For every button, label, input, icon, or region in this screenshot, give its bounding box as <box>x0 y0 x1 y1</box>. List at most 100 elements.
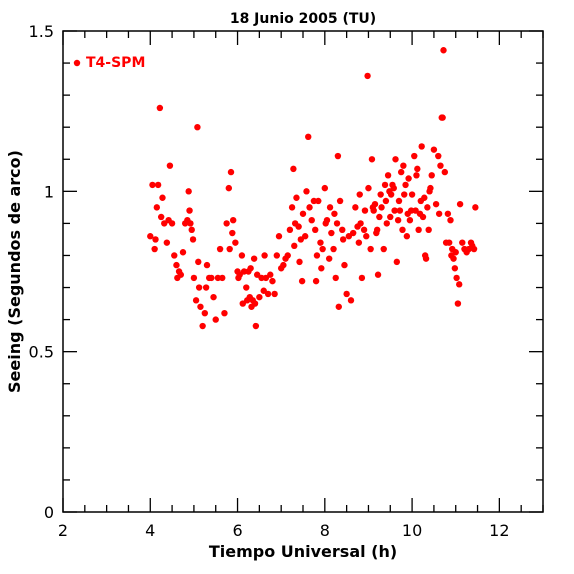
data-point <box>301 233 309 240</box>
data-point <box>451 265 459 272</box>
data-point <box>219 274 226 282</box>
data-point <box>312 226 319 234</box>
data-point <box>264 290 272 298</box>
data-point <box>355 239 363 246</box>
data-point <box>280 261 287 269</box>
data-point <box>295 223 302 230</box>
data-point <box>357 220 364 227</box>
data-point <box>399 226 406 234</box>
data-point <box>424 204 431 211</box>
data-point <box>456 281 463 288</box>
data-point <box>334 152 342 160</box>
data-point <box>326 204 334 211</box>
data-point <box>315 197 322 205</box>
data-point <box>413 172 420 179</box>
data-point <box>330 245 337 253</box>
data-point <box>179 249 187 256</box>
data-point <box>299 210 307 217</box>
data-point <box>435 210 443 217</box>
data-point <box>284 252 291 259</box>
data-point <box>347 297 355 304</box>
data-point <box>194 124 201 131</box>
data-point <box>157 213 165 221</box>
data-point <box>339 226 346 234</box>
data-point <box>159 194 166 201</box>
x-axis-title: Tiempo Universal (h) <box>209 542 397 561</box>
data-point <box>343 290 350 298</box>
data-point <box>472 204 479 211</box>
data-point <box>195 258 202 266</box>
data-point <box>406 216 414 224</box>
data-point <box>418 143 425 150</box>
data-point <box>368 156 376 163</box>
data-point <box>405 175 412 182</box>
data-point <box>243 284 250 291</box>
plot-frame <box>62 30 544 513</box>
data-point <box>383 220 390 227</box>
data-point <box>331 210 338 217</box>
data-point <box>229 229 236 237</box>
data-point <box>430 146 438 153</box>
data-point <box>308 216 315 224</box>
data-point <box>447 216 454 224</box>
data-point <box>154 181 162 189</box>
data-point <box>450 255 457 262</box>
data-point <box>396 207 404 214</box>
data-point <box>352 204 359 211</box>
data-point <box>273 252 281 259</box>
data-point <box>459 239 466 246</box>
data-point <box>456 200 464 208</box>
data-point <box>356 191 363 198</box>
y-tick-label: 1.5 <box>29 22 54 41</box>
data-point <box>267 271 274 278</box>
data-point <box>210 293 217 301</box>
data-point <box>225 184 233 192</box>
data-point <box>203 261 211 269</box>
data-point <box>390 184 397 192</box>
data-point <box>271 290 278 298</box>
data-point <box>147 233 154 240</box>
data-point <box>290 165 297 173</box>
data-point <box>190 274 198 282</box>
data-point <box>394 216 402 224</box>
data-point <box>185 188 192 195</box>
data-point <box>381 181 389 189</box>
data-point <box>199 322 206 330</box>
data-point <box>221 309 228 317</box>
data-point <box>168 220 176 227</box>
data-point <box>232 239 239 246</box>
data-point <box>227 168 235 176</box>
data-point <box>291 242 298 250</box>
data-point <box>358 274 366 282</box>
data-point <box>313 252 321 259</box>
data-point <box>293 194 300 201</box>
data-point <box>216 245 224 253</box>
x-tick-label: 4 <box>145 521 155 540</box>
data-point <box>212 316 219 323</box>
data-point <box>296 258 303 266</box>
x-tick-label: 12 <box>489 521 509 540</box>
data-point <box>382 197 390 205</box>
data-point <box>363 233 370 240</box>
data-point <box>163 239 171 246</box>
data-point <box>435 152 442 160</box>
data-point <box>153 204 161 211</box>
data-point <box>428 172 435 179</box>
data-point <box>156 104 164 112</box>
legend: T4-SPM <box>73 55 145 71</box>
data-point <box>151 245 158 253</box>
data-point <box>341 261 348 269</box>
data-point <box>173 261 180 269</box>
data-point <box>317 239 324 246</box>
data-point <box>370 207 377 214</box>
data-point <box>401 191 408 198</box>
data-point <box>403 233 411 240</box>
data-point <box>332 274 339 282</box>
data-point <box>149 181 156 189</box>
data-point <box>391 207 398 214</box>
data-point <box>402 181 409 189</box>
data-point <box>335 303 342 310</box>
y-tick-label: 1 <box>44 182 54 201</box>
data-point <box>303 188 310 195</box>
data-point <box>288 204 296 211</box>
